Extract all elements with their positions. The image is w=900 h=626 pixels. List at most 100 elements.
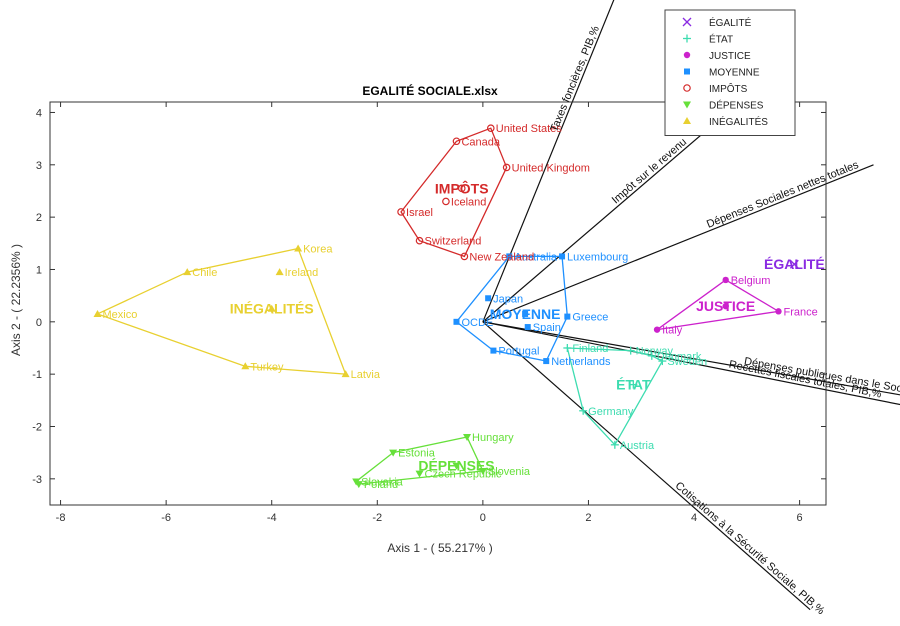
point-label: Iceland (451, 196, 486, 208)
legend-entry-label: JUSTICE (709, 51, 751, 62)
point-label: Sweden (667, 356, 707, 368)
y-tick-label: -3 (32, 474, 42, 486)
point-label: Estonia (398, 448, 436, 460)
point-label: United States (496, 123, 563, 135)
data-point (485, 295, 492, 302)
impots-legend-marker (683, 84, 691, 92)
point-label: OCDE (461, 317, 493, 329)
variable-vector (482, 122, 716, 323)
moyenne-legend-marker (684, 68, 690, 75)
variable-label: Impôt sur le revenu (610, 136, 689, 206)
point-label: New Zealand (469, 251, 534, 263)
point-label: Norway (636, 346, 674, 358)
y-tick-label: -1 (32, 369, 42, 381)
data-point (653, 326, 661, 333)
data-point (93, 309, 102, 317)
data-point (506, 253, 513, 260)
point-label: Israel (406, 207, 433, 219)
point-label: Poland (364, 479, 398, 491)
data-point (543, 358, 550, 365)
x-tick-label: -4 (267, 512, 277, 524)
data-point (460, 252, 469, 261)
legend-entry-label: ÉTAT (709, 33, 733, 46)
data-point (722, 276, 729, 284)
moyenne-centroid-label: MOYENNE (490, 306, 561, 322)
impots-hull (400, 127, 508, 258)
x-tick-label: 0 (480, 512, 486, 524)
x-tick-label: -8 (56, 512, 66, 524)
point-label: Luxembourg (567, 251, 628, 263)
point-label: Canada (461, 136, 500, 148)
variable-vector (482, 164, 874, 323)
data-point (463, 433, 472, 441)
inegalites-hull (95, 247, 347, 375)
data-point (579, 406, 588, 415)
variable-label: Dépenses Sociales nettes totales (705, 159, 861, 231)
depenses-centroid-label: DÉPENSES (418, 458, 494, 474)
point-label: Finland (572, 343, 608, 355)
data-point (241, 362, 250, 370)
point-label: Latvia (351, 369, 381, 381)
y-tick-label: 1 (36, 264, 42, 276)
data-point (647, 351, 656, 360)
data-point (490, 347, 497, 354)
point-label: Switzerland (425, 236, 482, 248)
y-tick-label: -2 (32, 421, 42, 433)
point-label: Hungary (472, 432, 514, 444)
marker-stroke (789, 259, 799, 269)
data-point (478, 467, 487, 475)
point-label: Belgium (731, 275, 771, 287)
data-point (415, 236, 424, 245)
point-label: Spain (533, 322, 561, 334)
x-tick-label: 4 (691, 512, 697, 524)
data-point (294, 244, 303, 252)
data-point (442, 197, 450, 206)
moyenne-centroid-marker (522, 310, 529, 317)
marker-stroke (682, 17, 692, 27)
point-label: France (783, 306, 817, 318)
legend-entry-label: IMPÔTS (709, 82, 748, 95)
point-label: Czech Republic (425, 469, 503, 481)
data-point (502, 163, 511, 172)
chart-title: EGALITÉ SOCIALE.xlsx (362, 83, 498, 98)
inegalites-centroid-marker (267, 304, 276, 312)
etat-centroid-label: ÉTAT (616, 377, 651, 393)
plot-frame (49, 101, 827, 506)
data-point (354, 481, 363, 489)
y-axis-label: Axis 2 - ( 22.2356% ) (9, 244, 23, 356)
variable-vector (482, 321, 900, 396)
data-point (563, 343, 572, 352)
data-point (453, 318, 460, 325)
x-tick-label: -6 (161, 512, 171, 524)
legend-entry-label: INÉGALITÉS (709, 115, 768, 128)
justice-centroid-label: JUSTICE (696, 298, 755, 314)
variable-vector (482, 321, 900, 406)
data-point (610, 440, 619, 449)
etat-centroid-marker (629, 380, 638, 389)
point-label: Korea (303, 244, 333, 256)
point-label: Portugal (498, 346, 539, 358)
depenses-legend-marker (683, 101, 691, 109)
impots-centroid-label: IMPÔTS (435, 179, 489, 196)
variable-label: Cotisations à la Sécurité Sociale, PIB,% (673, 480, 827, 618)
y-tick-label: 2 (36, 212, 42, 224)
data-point (626, 346, 635, 355)
etat-legend-marker (683, 34, 691, 43)
justice-hull (656, 279, 781, 331)
point-label: Greece (572, 312, 608, 324)
justice-centroid-marker (722, 302, 729, 310)
data-point (452, 137, 461, 146)
point-label: United Kingdom (512, 162, 590, 174)
point-label: Ireland (285, 267, 319, 279)
data-point (341, 370, 350, 378)
point-label: Slovenia (488, 466, 531, 478)
point-label: Austria (620, 440, 655, 452)
justice-legend-marker (683, 51, 691, 59)
data-point (658, 357, 667, 366)
egalite-legend-marker (682, 17, 692, 27)
x-tick-label: 6 (797, 512, 803, 524)
point-label: Japan (493, 293, 523, 305)
legend-entry-label: ÉGALITÉ (709, 16, 752, 29)
